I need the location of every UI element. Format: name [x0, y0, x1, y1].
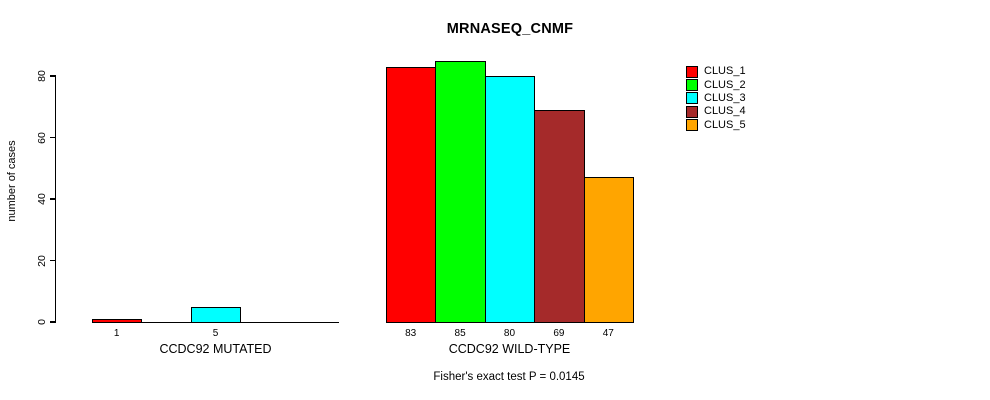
- legend-item: CLUS_2: [686, 78, 746, 92]
- y-tick-mark: [49, 75, 56, 77]
- y-tick-label: 80: [36, 70, 48, 82]
- legend-item-label: CLUS_4: [704, 105, 746, 118]
- y-tick-mark: [49, 136, 56, 139]
- y-tick-mark: [49, 198, 56, 200]
- legend-swatch-clus_2: [686, 79, 698, 92]
- bar-clus_5: [583, 177, 634, 324]
- legend-item-label: CLUS_2: [704, 78, 746, 91]
- y-tick-label: 60: [36, 131, 48, 144]
- legend: CLUS_1 CLUS_2 CLUS_3 CLUS_4 CLUS_5: [686, 65, 746, 132]
- legend-swatch-clus_4: [686, 105, 698, 118]
- y-axis: [55, 75, 57, 323]
- legend-swatch-clus_5: [686, 119, 698, 132]
- y-tick-label: 20: [36, 254, 48, 267]
- bar-value-label: 69: [553, 328, 565, 339]
- bar-clus_1: [386, 67, 437, 324]
- stat-annotation: Fisher's exact test P = 0.0145: [433, 371, 585, 383]
- bar-value-label: 47: [602, 328, 614, 339]
- legend-item-label: CLUS_3: [704, 91, 746, 104]
- y-tick-mark: [49, 259, 56, 262]
- bar-value-label: 5: [212, 328, 219, 339]
- y-axis-label: number of cases: [6, 140, 18, 222]
- legend-swatch-clus_3: [686, 92, 698, 105]
- y-tick-label: 0: [36, 319, 48, 325]
- bar-value-label: 1: [113, 328, 120, 339]
- bar-clus_1: [92, 319, 143, 324]
- bar-clus_4: [534, 110, 585, 324]
- bar-clus_2: [435, 61, 486, 324]
- legend-item-label: CLUS_5: [704, 118, 746, 131]
- legend-item: CLUS_5: [686, 119, 746, 132]
- group-label: CCDC92 WILD-TYPE: [448, 342, 571, 356]
- legend-item: CLUS_3: [686, 92, 746, 105]
- y-tick-label: 40: [36, 193, 48, 205]
- bar-clus_3: [190, 307, 242, 324]
- bar-value-label: 83: [405, 328, 417, 339]
- legend-item: CLUS_1: [686, 65, 746, 78]
- bar-value-label: 80: [503, 328, 516, 339]
- legend-item: CLUS_4: [686, 105, 746, 118]
- bar-value-label: 85: [454, 328, 466, 339]
- y-tick-mark: [49, 321, 56, 323]
- chart-title: MRNASEQ_CNMF: [446, 21, 574, 37]
- legend-swatch-clus_1: [686, 65, 698, 78]
- group-label: CCDC92 MUTATED: [159, 342, 272, 356]
- bar-clus_3: [484, 76, 536, 324]
- legend-item-label: CLUS_1: [704, 65, 746, 78]
